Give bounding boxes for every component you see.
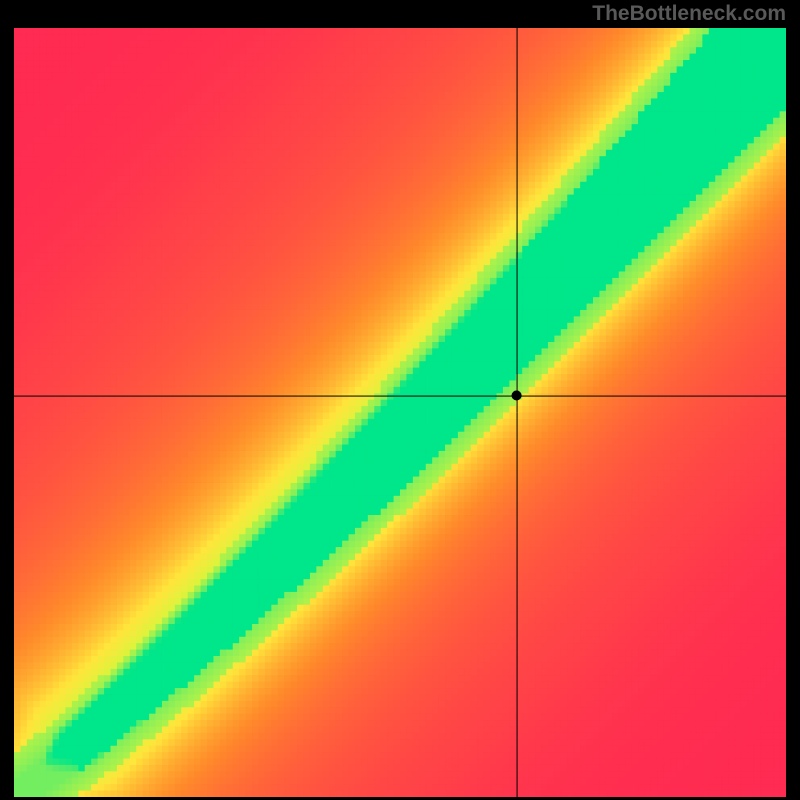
bottleneck-heatmap <box>14 28 786 797</box>
watermark-text: TheBottleneck.com <box>592 2 786 26</box>
chart-container: TheBottleneck.com <box>0 0 800 800</box>
